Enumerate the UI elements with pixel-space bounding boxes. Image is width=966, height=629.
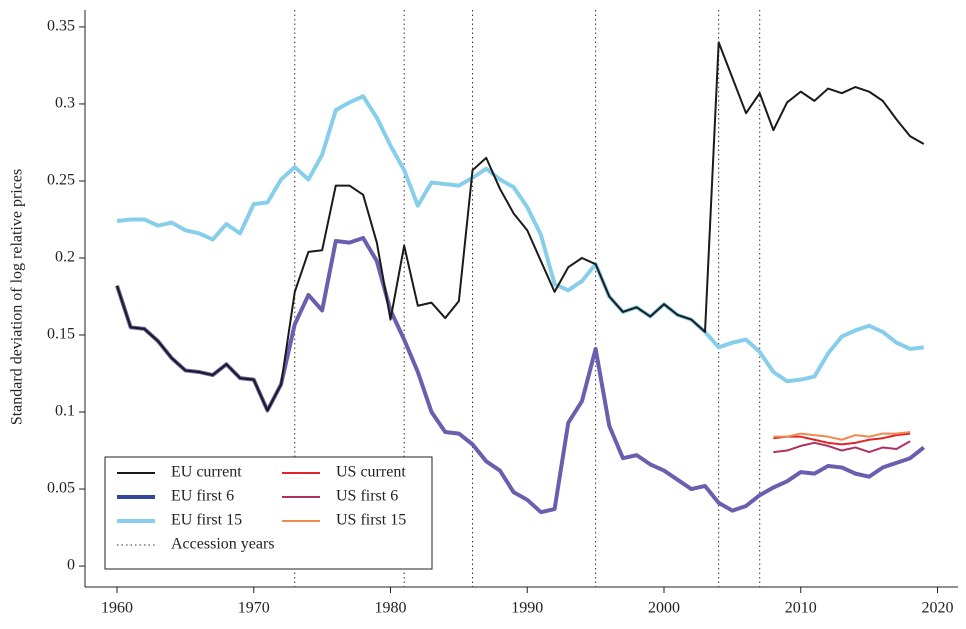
series-line — [773, 431, 911, 441]
series-line — [116, 94, 925, 384]
x-tick-label: 1980 — [374, 600, 406, 617]
x-tick-label: 2010 — [785, 600, 817, 617]
y-tick-label: 0.2 — [55, 249, 75, 266]
y-tick-label: 0.25 — [47, 172, 75, 189]
legend-label: Accession years — [171, 536, 275, 553]
x-tick-label: 1970 — [238, 600, 270, 617]
y-tick-label: 0.1 — [55, 403, 75, 420]
x-tick-label: 2000 — [648, 600, 680, 617]
y-axis-label: Standard deviation of log relative price… — [9, 169, 26, 425]
series-line — [116, 41, 925, 412]
y-tick-label: 0.3 — [55, 95, 75, 112]
series-line — [773, 440, 911, 454]
legend-label: US first 6 — [336, 488, 398, 505]
y-tick-label: 0.15 — [47, 326, 75, 343]
x-tick-label: 1960 — [101, 600, 133, 617]
y-tick-label: 0.05 — [47, 480, 75, 497]
x-tick-label: 1990 — [511, 600, 543, 617]
legend-label: EU first 6 — [171, 488, 234, 505]
legend-label: EU first 15 — [171, 512, 242, 529]
series-line — [773, 432, 911, 446]
y-tick-label: 0 — [67, 557, 75, 574]
legend-label: US first 15 — [336, 512, 406, 529]
x-tick-label: 2020 — [921, 600, 953, 617]
legend-label: EU current — [171, 464, 242, 481]
y-tick-label: 0.35 — [47, 18, 75, 35]
legend-label: US current — [336, 464, 406, 481]
legend-box — [104, 456, 433, 570]
